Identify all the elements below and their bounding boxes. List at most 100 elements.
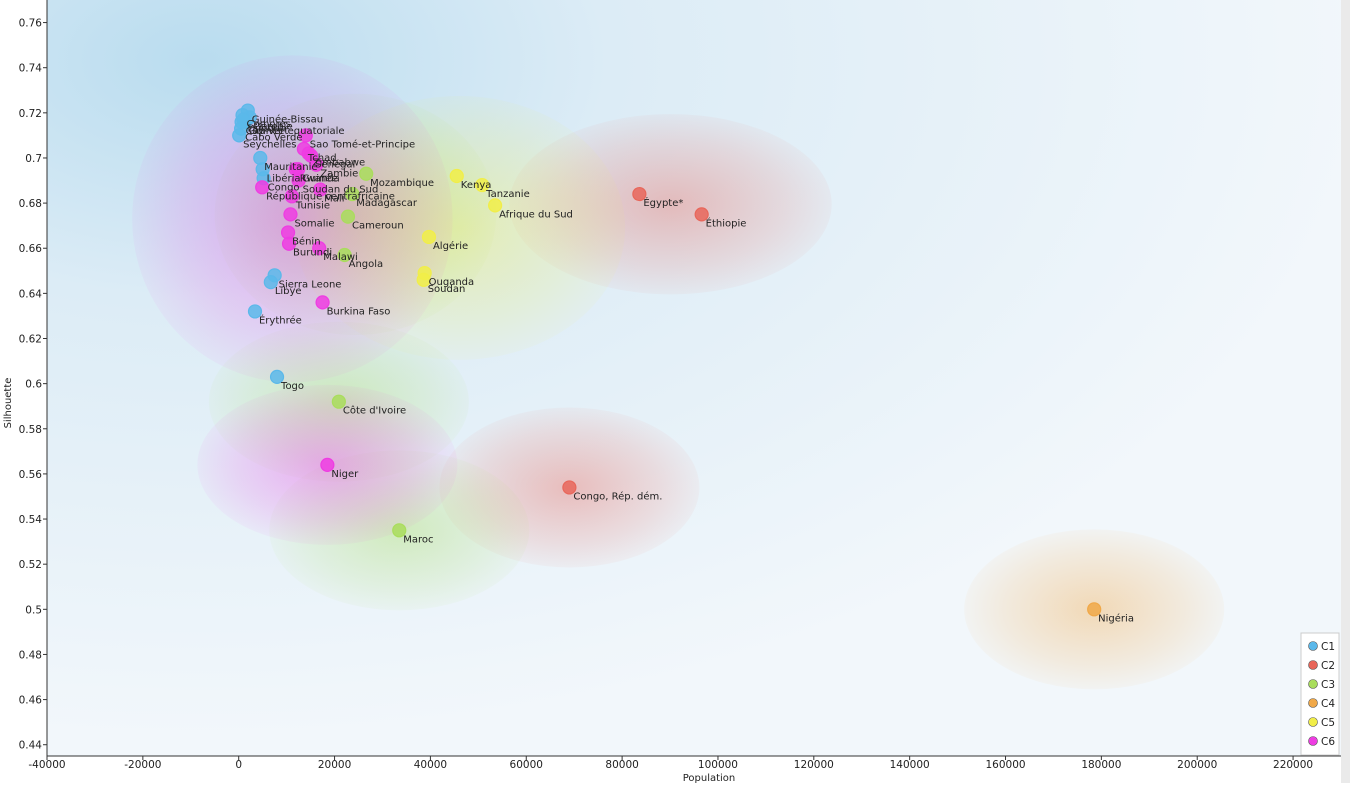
data-point[interactable] <box>309 157 324 172</box>
point-label: Guinée équatoriale <box>249 125 345 137</box>
y-tick-label: 0.48 <box>19 649 42 661</box>
point-label: Burundi <box>293 248 332 259</box>
x-tick-label: 60000 <box>510 759 543 771</box>
legend-marker <box>1308 698 1318 708</box>
data-point[interactable] <box>475 177 490 193</box>
point-label: Congo <box>268 182 300 193</box>
legend-marker <box>1308 736 1318 746</box>
x-axis-title: Population <box>683 773 736 783</box>
x-tick-label: 180000 <box>1081 759 1121 771</box>
data-point[interactable] <box>315 295 330 310</box>
legend-label: C4 <box>1321 698 1335 710</box>
y-axis-title: Silhouette <box>3 378 14 429</box>
point-label: Malawi <box>323 252 358 263</box>
data-point[interactable] <box>331 394 346 409</box>
legend-marker <box>1308 679 1318 689</box>
data-point[interactable] <box>359 166 374 181</box>
data-point[interactable] <box>392 523 407 538</box>
data-point[interactable] <box>298 128 313 143</box>
data-point[interactable] <box>255 180 270 195</box>
data-point[interactable] <box>291 173 306 188</box>
y-tick-label: 0.72 <box>19 108 42 120</box>
point-label: Zimbabwe <box>313 157 366 168</box>
legend-label: C2 <box>1321 660 1335 672</box>
point-label: Madagascar <box>356 198 418 209</box>
data-point[interactable] <box>694 207 709 222</box>
data-point[interactable] <box>421 229 437 245</box>
data-point[interactable] <box>488 198 503 213</box>
point-label: République centrafricaine <box>266 190 395 202</box>
legend-label: C3 <box>1321 679 1335 691</box>
point-label: Ouganda <box>429 277 475 288</box>
data-point[interactable] <box>416 272 431 287</box>
point-label: Maroc <box>403 534 433 545</box>
window-edge <box>1341 0 1350 783</box>
data-point[interactable] <box>1087 602 1102 617</box>
data-point[interactable] <box>345 186 360 202</box>
data-point[interactable] <box>340 209 356 224</box>
data-point[interactable] <box>313 182 328 197</box>
x-tick-label: -40000 <box>28 759 65 771</box>
data-point[interactable] <box>281 236 297 251</box>
point-label: Seychelles <box>243 139 296 150</box>
legend: C1 C2 C3 C4 C5 C6 <box>1300 632 1340 756</box>
y-tick-label: 0.68 <box>19 198 42 210</box>
x-tick-label: 120000 <box>794 759 834 771</box>
point-label: Mali <box>324 194 344 205</box>
x-tick-label: 100000 <box>698 759 738 771</box>
point-label: Algérie <box>433 240 468 252</box>
y-tick-label: 0.54 <box>19 514 43 526</box>
point-label: Kenya <box>461 180 492 191</box>
data-point[interactable] <box>269 369 285 384</box>
data-point[interactable] <box>449 168 464 184</box>
point-label: Congo, Rép. dém. <box>573 490 662 502</box>
y-tick-label: 0.58 <box>19 424 42 436</box>
point-label: Égypte* <box>643 196 683 209</box>
point-label: Guinée-Bissau <box>252 114 323 126</box>
point-label: Somalie <box>294 218 334 229</box>
data-point[interactable] <box>283 207 298 222</box>
legend-marker <box>1308 660 1318 670</box>
axes: -40000 -20000 0 20000 40000 60000 80000 100000 1… <box>19 0 1341 771</box>
point-label: Togo <box>280 381 304 392</box>
legend-label: C5 <box>1321 717 1335 729</box>
point-label: Tunisie <box>295 200 330 211</box>
point-label: Éthiopie <box>706 216 747 229</box>
point-label: Niger <box>331 469 359 480</box>
data-point[interactable] <box>284 189 300 204</box>
data-point[interactable] <box>247 304 263 319</box>
y-tick-label: 0.7 <box>25 153 42 165</box>
x-tick-label: 80000 <box>605 759 638 771</box>
y-tick-label: 0.74 <box>19 63 43 75</box>
data-point[interactable] <box>263 274 278 290</box>
data-point[interactable] <box>232 128 247 143</box>
y-tick-label: 0.6 <box>25 379 42 391</box>
y-tick-label: 0.46 <box>19 695 43 707</box>
point-label: Soudan <box>428 284 466 295</box>
point-label: Tanzanie <box>485 189 530 200</box>
point-label: Comores <box>247 119 291 130</box>
point-label: Djibouti <box>247 124 286 135</box>
data-point[interactable] <box>632 186 647 202</box>
data-point[interactable] <box>562 480 577 495</box>
point-label: Cap-Vert <box>246 126 289 137</box>
legend-box <box>1300 632 1340 756</box>
x-tick-label: 0 <box>235 759 242 771</box>
point-label: Sao Tomé-et-Principe <box>310 138 415 150</box>
data-point[interactable] <box>320 457 335 472</box>
point-label: Cabo Verde <box>245 133 302 144</box>
legend-marker <box>1308 717 1318 727</box>
point-label: Zambie <box>320 169 358 180</box>
data-point[interactable] <box>312 241 327 256</box>
point-label: Afrique du Sud <box>499 209 573 220</box>
x-tick-label: -20000 <box>124 759 161 771</box>
y-tick-label: 0.56 <box>19 469 43 481</box>
point-label: Bénin <box>292 235 320 247</box>
y-tick-label: 0.52 <box>19 559 42 571</box>
y-tick-label: 0.64 <box>19 288 43 300</box>
data-point[interactable] <box>337 247 352 263</box>
point-label: Angola <box>349 259 384 270</box>
